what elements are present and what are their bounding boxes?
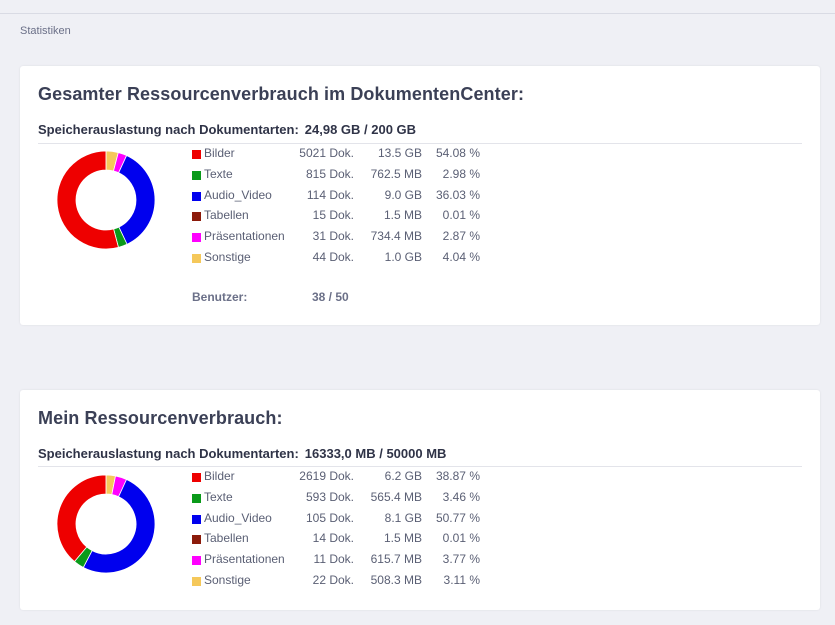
type-name: Audio_Video bbox=[204, 187, 272, 202]
type-name: Bilder bbox=[204, 469, 235, 483]
type-name: Audio_Video bbox=[204, 510, 272, 525]
breadcrumb: Statistiken bbox=[20, 25, 71, 37]
color-swatch bbox=[192, 212, 201, 222]
doc-count: 31 Dok. bbox=[312, 229, 354, 244]
donut-slice-audio_video bbox=[82, 478, 156, 574]
size: 9.0 GB bbox=[384, 187, 422, 202]
color-swatch bbox=[192, 556, 201, 566]
type-name: Präsentationen bbox=[204, 229, 285, 244]
percent: 54.08 % bbox=[435, 146, 480, 160]
color-swatch bbox=[192, 535, 201, 545]
type-name: Tabellen bbox=[204, 531, 249, 546]
size: 734.4 MB bbox=[370, 229, 422, 244]
size: 6.2 GB bbox=[384, 469, 422, 483]
color-swatch bbox=[192, 514, 201, 524]
card-title: Gesamter Ressourcenverbrauch im Dokument… bbox=[38, 84, 525, 104]
percent: 2.87 % bbox=[442, 229, 480, 244]
type-name: Tabellen bbox=[204, 208, 249, 223]
percent: 3.46 % bbox=[442, 489, 480, 504]
type-name: Präsentationen bbox=[204, 552, 285, 567]
percent: 50.77 % bbox=[435, 510, 480, 525]
size: 615.7 MB bbox=[370, 552, 422, 567]
doc-count: 593 Dok. bbox=[305, 489, 354, 504]
donut-slice-bilder bbox=[56, 150, 119, 250]
total-usage-card: Gesamter Ressourcenverbrauch im Dokument… bbox=[20, 66, 820, 325]
color-swatch bbox=[192, 191, 201, 201]
percent: 2.98 % bbox=[442, 166, 480, 181]
donut-slice-bilder bbox=[56, 474, 107, 563]
doc-count: 15 Dok. bbox=[312, 208, 354, 223]
doc-count: 5021 Dok. bbox=[299, 146, 354, 160]
percent: 36.03 % bbox=[435, 187, 480, 202]
percent: 0.01 % bbox=[442, 531, 480, 546]
size: 508.3 MB bbox=[370, 572, 422, 587]
users-label: Benutzer: bbox=[192, 290, 248, 304]
users-summary: Benutzer: 38 / 50 bbox=[192, 290, 349, 304]
doc-count: 105 Dok. bbox=[305, 510, 354, 525]
doc-count: 11 Dok. bbox=[313, 552, 354, 567]
type-name: Sonstige bbox=[204, 572, 251, 587]
percent: 0.01 % bbox=[442, 208, 480, 223]
size: 13.5 GB bbox=[377, 146, 422, 160]
color-swatch bbox=[192, 473, 201, 482]
color-swatch bbox=[192, 253, 201, 263]
percent: 3.11 % bbox=[443, 572, 480, 587]
storage-summary: Speicherauslastung nach Dokumentarten: 16… bbox=[38, 446, 446, 461]
card-title: Mein Ressourcenverbrauch: bbox=[38, 408, 283, 428]
type-name: Bilder bbox=[204, 146, 235, 160]
divider bbox=[38, 466, 802, 467]
storage-value: 16333,0 MB / 50000 MB bbox=[304, 446, 447, 461]
type-name: Texte bbox=[204, 489, 233, 504]
percent: 38.87 % bbox=[435, 469, 480, 483]
type-name: Texte bbox=[204, 166, 233, 181]
top-divider bbox=[0, 13, 835, 14]
color-swatch bbox=[192, 493, 201, 503]
size: 1.0 GB bbox=[384, 249, 422, 264]
storage-label: Speicherauslastung nach Dokumentarten: bbox=[38, 122, 299, 137]
color-swatch bbox=[192, 233, 201, 243]
size: 762.5 MB bbox=[370, 166, 422, 181]
storage-summary: Speicherauslastung nach Dokumentarten: 24… bbox=[38, 122, 416, 137]
color-swatch bbox=[192, 170, 201, 180]
divider bbox=[38, 143, 802, 144]
doc-count: 44 Dok. bbox=[312, 249, 354, 264]
my-usage-card: Mein Ressourcenverbrauch: Speicherauslas… bbox=[20, 390, 820, 610]
size: 1.5 MB bbox=[383, 208, 422, 223]
doc-count: 114 Dok. bbox=[306, 187, 354, 202]
size: 1.5 MB bbox=[383, 531, 422, 546]
storage-donut-chart bbox=[56, 150, 156, 250]
doc-count: 2619 Dok. bbox=[299, 469, 354, 483]
color-swatch bbox=[192, 150, 201, 159]
type-name: Sonstige bbox=[204, 249, 251, 264]
percent: 4.04 % bbox=[442, 249, 480, 264]
size: 8.1 GB bbox=[384, 510, 422, 525]
storage-label: Speicherauslastung nach Dokumentarten: bbox=[38, 446, 299, 461]
donut-slice-audio_video bbox=[118, 155, 156, 245]
doc-count: 815 Dok. bbox=[305, 166, 354, 181]
storage-donut-chart bbox=[56, 474, 156, 574]
storage-value: 24,98 GB / 200 GB bbox=[304, 122, 417, 137]
percent: 3.77 % bbox=[442, 552, 480, 567]
color-swatch bbox=[192, 576, 201, 586]
size: 565.4 MB bbox=[370, 489, 422, 504]
doc-count: 14 Dok. bbox=[312, 531, 354, 546]
doc-count: 22 Dok. bbox=[312, 572, 354, 587]
users-value: 38 / 50 bbox=[312, 290, 349, 304]
